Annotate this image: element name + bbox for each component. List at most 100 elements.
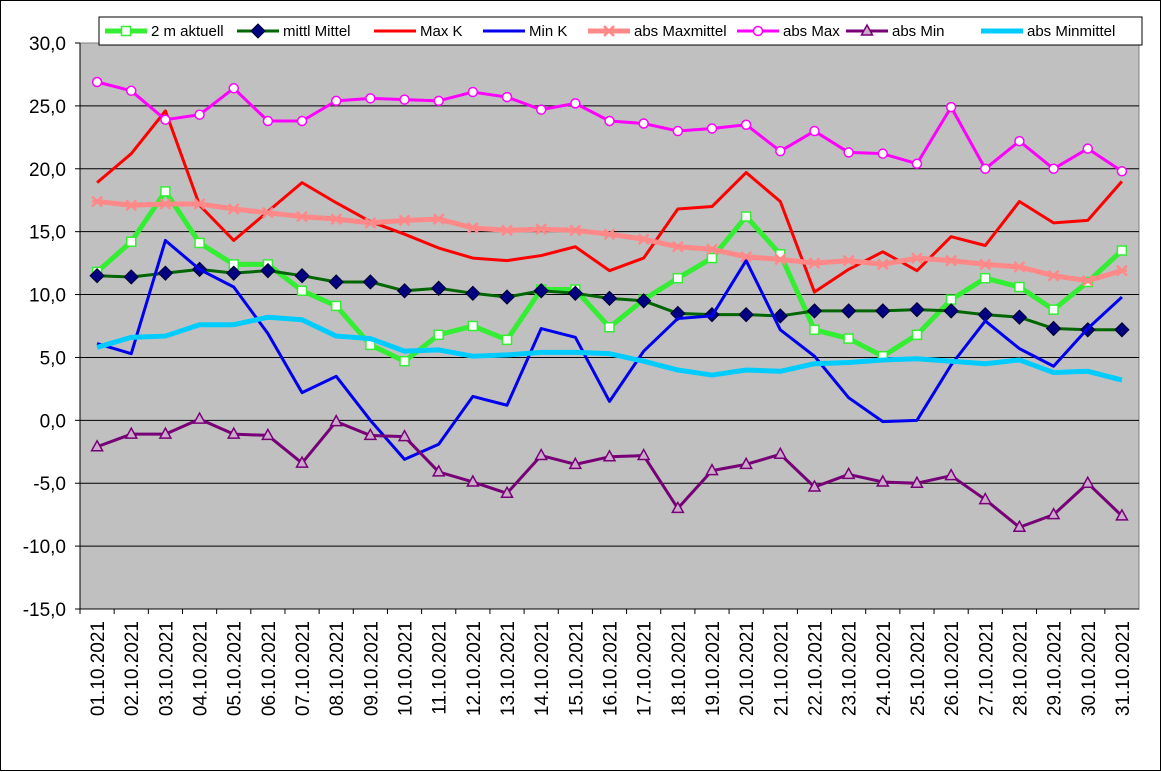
x-tick-label: 28.10.2021 [1010, 621, 1031, 716]
data-point [1047, 269, 1060, 282]
data-point [430, 280, 447, 296]
data-point [945, 101, 957, 113]
x-tick-label: 17.10.2021 [635, 621, 656, 716]
data-point [226, 265, 242, 281]
data-point [980, 163, 991, 175]
data-point [1080, 475, 1095, 488]
data-point [980, 272, 991, 284]
data-point [363, 427, 378, 441]
data-point [945, 254, 957, 267]
data-point [672, 272, 684, 284]
x-tick-label: 25.10.2021 [908, 621, 929, 716]
data-point [125, 199, 138, 212]
data-point [535, 104, 547, 115]
data-point [466, 222, 479, 234]
data-point [843, 147, 854, 158]
data-point [193, 198, 206, 210]
data-point [911, 252, 923, 264]
data-point [706, 123, 718, 134]
data-point [433, 95, 444, 107]
data-point [330, 95, 342, 107]
data-point [1116, 264, 1128, 277]
series-abs-maxmittel [91, 195, 1128, 287]
series-min-k [96, 238, 1123, 461]
data-point [399, 94, 410, 105]
data-point [467, 86, 479, 98]
y-tick-label: -10,0 [23, 537, 66, 558]
series-abs-minmittel [96, 314, 1123, 383]
data-point [1114, 322, 1130, 338]
data-point [431, 464, 446, 477]
data-point [432, 213, 445, 225]
x-tick-label: 21.10.2021 [771, 621, 792, 716]
data-point [567, 285, 584, 302]
data-point [979, 258, 992, 271]
data-point [91, 195, 103, 208]
data-point [194, 237, 205, 249]
data-point [773, 446, 788, 460]
data-point [159, 198, 172, 210]
y-tick-label: 25,0 [29, 97, 66, 118]
legend-label: 2 m aktuell [151, 23, 224, 40]
data-point [534, 447, 548, 461]
data-point [1115, 508, 1129, 521]
x-tick-label: 19.10.2021 [703, 621, 724, 716]
legend-label: abs Minmittel [1027, 23, 1115, 40]
data-point [740, 250, 753, 263]
legend-item: abs Min [846, 23, 945, 40]
x-tick-label: 16.10.2021 [601, 621, 622, 716]
data-point [806, 303, 823, 319]
data-point [501, 334, 513, 346]
data-point [160, 114, 171, 125]
legend-label: mittl Mittel [283, 23, 351, 40]
x-tick-label: 07.10.2021 [293, 621, 314, 716]
data-point [739, 456, 753, 470]
data-point [774, 253, 787, 266]
data-point [364, 216, 377, 229]
data-point [1081, 274, 1094, 287]
data-point [501, 91, 513, 103]
legend-item: mittl Mittel [237, 23, 351, 40]
data-point [533, 283, 549, 299]
data-point [808, 257, 821, 269]
x-tick-label: 26.10.2021 [942, 621, 963, 716]
x-tick-label: 13.10.2021 [498, 621, 519, 716]
x-tick-label: 05.10.2021 [225, 621, 246, 716]
series-lines [89, 76, 1130, 532]
y-tick-label: 0,0 [40, 411, 66, 432]
y-tick-label: -15,0 [23, 600, 66, 621]
x-tick-label: 02.10.2021 [122, 621, 143, 716]
series-line [96, 238, 1123, 461]
series-abs-max [91, 76, 1128, 177]
data-point [705, 463, 719, 476]
data-point [433, 329, 444, 341]
x-tick-label: 29.10.2021 [1045, 621, 1066, 716]
legend-label: Min K [529, 23, 567, 40]
data-point [570, 98, 581, 109]
x-tick-label: 11.10.2021 [430, 621, 451, 715]
data-point [192, 411, 207, 424]
data-point [840, 303, 857, 319]
data-point [876, 258, 889, 271]
data-point [738, 306, 754, 323]
data-point [260, 262, 276, 279]
data-point [1014, 135, 1025, 147]
x-tick-label: 03.10.2021 [156, 621, 177, 716]
x-tick-label: 09.10.2021 [361, 621, 382, 716]
data-point [1048, 163, 1059, 175]
series-line [96, 314, 1123, 383]
data-point [671, 500, 685, 514]
data-point [467, 320, 479, 332]
x-tick-label: 15.10.2021 [566, 621, 587, 716]
data-point [500, 485, 514, 499]
data-point [160, 186, 171, 197]
series-mittl-mittel [89, 261, 1130, 338]
y-axis: 30,0 25,0 20,0 15,0 10,0 5,0 0,0 -5,0 -10,0 -15,0 [23, 34, 81, 621]
data-point [227, 203, 240, 215]
legend-item: abs Maxmittel [588, 23, 727, 40]
data-point [603, 228, 616, 241]
data-point [499, 289, 515, 305]
data-point [1046, 507, 1061, 520]
legend-item: Min K [483, 23, 567, 40]
data-point [944, 468, 958, 481]
